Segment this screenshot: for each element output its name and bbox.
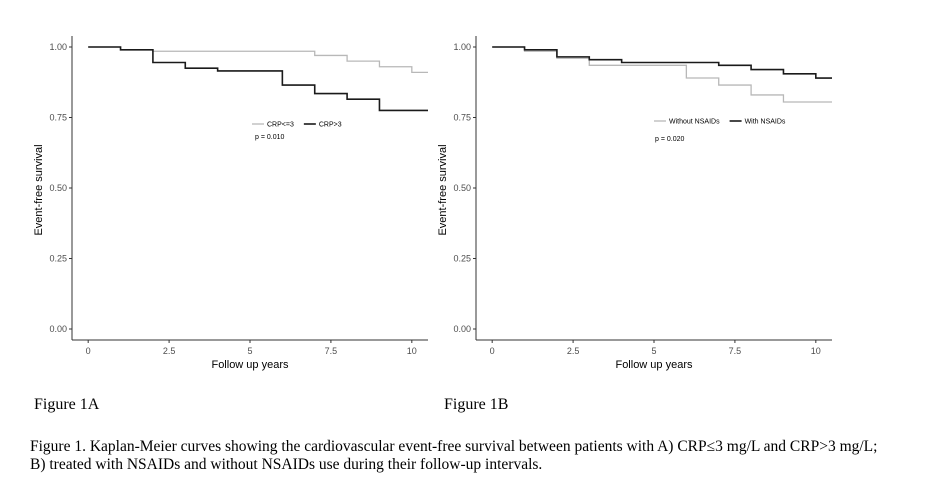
legend-label: Without NSAIDs	[669, 119, 720, 126]
charts-canvas: 0.00 0.25 0.50 0.75 1.00 0 2.5 5 7.5 10 Follow up …	[33, 36, 832, 371]
x-tick-label: 0	[490, 346, 495, 356]
figure-1b-label: Figure 1B	[444, 396, 509, 413]
series-line-comparison	[88, 46, 428, 112]
y-tick-label: 0.50	[49, 183, 67, 193]
caption-line-2: B) treated with NSAIDs and without NSAID…	[30, 456, 543, 473]
x-tick-label: 2.5	[163, 346, 176, 356]
x-tick-label: 5	[651, 346, 656, 356]
y-tick-label: 0.75	[49, 113, 67, 123]
caption-line-1: Figure 1. Kaplan-Meier curves showing th…	[30, 438, 878, 455]
x-tick-label: 0	[86, 346, 91, 356]
x-tick-label: 10	[407, 346, 417, 356]
y-tick-label: 0.50	[453, 183, 471, 193]
p-value-annotation: p = 0.020	[655, 136, 684, 143]
y-tick-label: 0.00	[49, 324, 67, 334]
y-tick-label: 0.75	[453, 113, 471, 123]
legend-label: CRP<=3	[267, 122, 294, 129]
y-tick-label: 0.25	[453, 254, 471, 264]
x-tick-label: 2.5	[567, 346, 580, 356]
chart-panel-a: 0.00 0.25 0.50 0.75 1.00 0 2.5 5 7.5 10 Follow up …	[33, 36, 428, 371]
x-tick-label: 7.5	[325, 346, 338, 356]
p-value-annotation: p = 0.010	[255, 134, 284, 141]
x-tick-label: 10	[811, 346, 821, 356]
figure-1a-label: Figure 1A	[34, 396, 100, 413]
y-tick-label: 0.25	[49, 254, 67, 264]
series-line-comparison	[492, 46, 832, 79]
y-axis-title: Event-free survival	[33, 144, 45, 235]
x-tick-label: 7.5	[729, 346, 742, 356]
y-tick-label: 0.00	[453, 324, 471, 334]
figure-caption: Figure 1. Kaplan-Meier curves showing th…	[30, 438, 910, 474]
chart-panel-b: 0.00 0.25 0.50 0.75 1.00 0 2.5 5 7.5 10 Follow up …	[437, 36, 832, 371]
x-tick-label: 5	[247, 346, 252, 356]
x-axis-title: Follow up years	[615, 359, 693, 371]
legend-label: With NSAIDs	[745, 119, 786, 126]
x-axis-title: Follow up years	[211, 359, 289, 371]
y-tick-label: 1.00	[453, 42, 471, 52]
series-line-reference	[492, 46, 832, 103]
y-tick-label: 1.00	[49, 42, 67, 52]
legend-label: CRP>3	[319, 122, 342, 129]
series-line-reference	[88, 46, 428, 74]
y-axis-title: Event-free survival	[437, 144, 449, 235]
